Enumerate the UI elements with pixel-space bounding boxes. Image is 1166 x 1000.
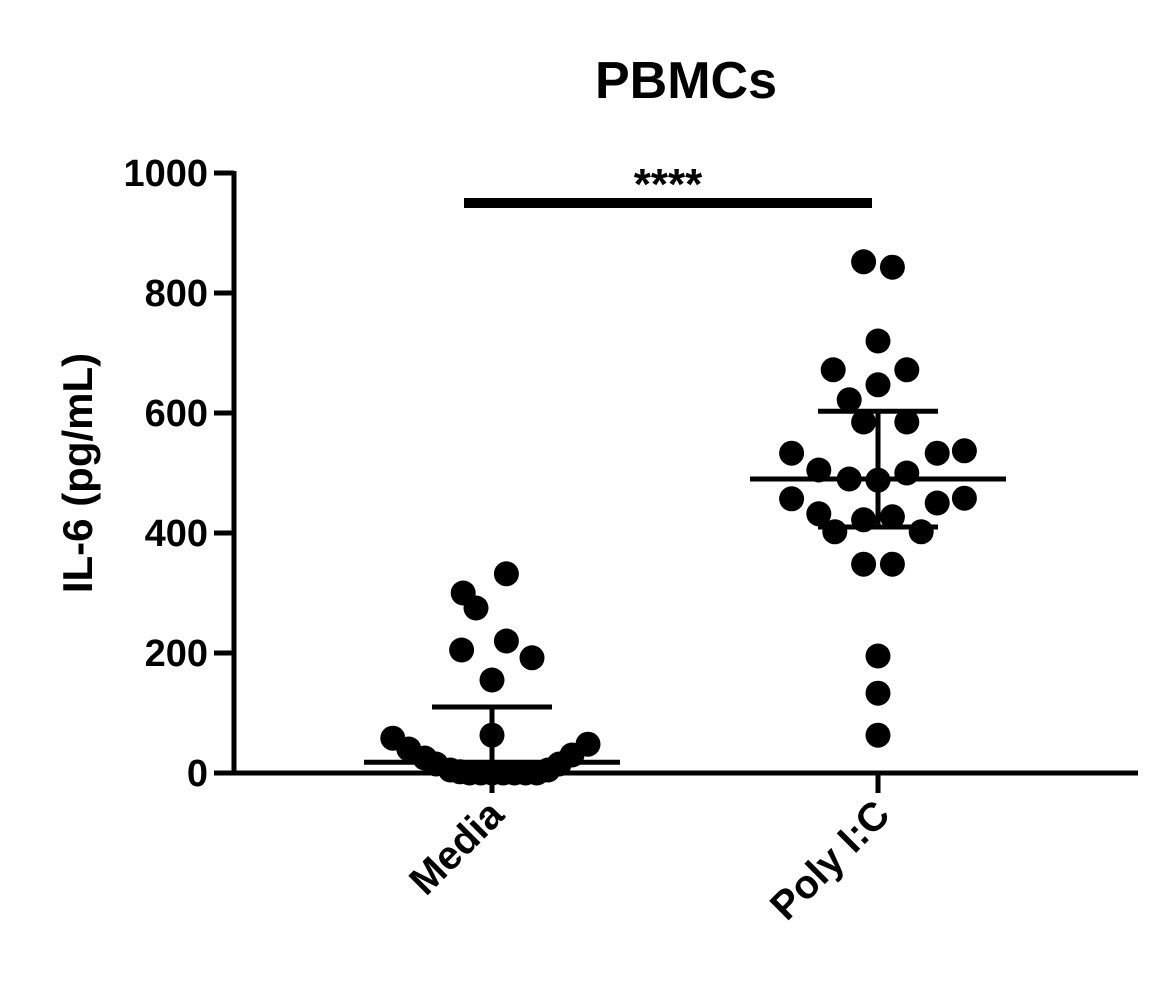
significance-annotation: **** bbox=[464, 160, 872, 209]
data-point bbox=[865, 643, 891, 669]
y-tick-label: 600 bbox=[145, 393, 208, 435]
y-tick-label: 1000 bbox=[123, 153, 208, 195]
x-tick-label-media: Media bbox=[401, 792, 513, 904]
data-point bbox=[908, 519, 934, 545]
x-axis: Media Poly I:C bbox=[232, 770, 1138, 929]
data-point bbox=[493, 561, 519, 587]
data-point bbox=[836, 466, 862, 492]
data-point bbox=[836, 387, 862, 413]
data-point bbox=[806, 457, 832, 483]
data-point bbox=[879, 551, 905, 577]
data-points bbox=[380, 249, 977, 786]
data-point bbox=[822, 519, 848, 545]
data-point bbox=[851, 551, 877, 577]
significance-label: **** bbox=[634, 160, 703, 209]
data-point bbox=[894, 409, 920, 435]
data-point bbox=[463, 595, 489, 621]
data-point bbox=[820, 357, 846, 383]
data-point bbox=[865, 467, 891, 493]
data-point bbox=[879, 254, 905, 280]
data-point bbox=[479, 722, 505, 748]
data-point bbox=[493, 628, 519, 654]
data-point bbox=[851, 249, 877, 275]
data-point bbox=[779, 440, 805, 466]
data-point bbox=[575, 731, 601, 757]
data-point bbox=[951, 438, 977, 464]
y-axis: 0 200 400 600 800 1000 bbox=[123, 153, 237, 795]
data-point bbox=[865, 328, 891, 354]
chart-title: PBMCs bbox=[595, 52, 777, 110]
data-point bbox=[879, 504, 905, 530]
data-point bbox=[865, 372, 891, 398]
y-axis-label: IL-6 (pg/mL) bbox=[54, 353, 101, 593]
data-point bbox=[865, 680, 891, 706]
data-point bbox=[894, 460, 920, 486]
data-point bbox=[924, 490, 950, 516]
data-point bbox=[894, 357, 920, 383]
y-tick-label: 200 bbox=[145, 633, 208, 675]
y-tick-label: 400 bbox=[145, 513, 208, 555]
data-point bbox=[924, 440, 950, 466]
data-point bbox=[519, 645, 545, 671]
y-tick-label: 800 bbox=[145, 273, 208, 315]
data-point bbox=[806, 501, 832, 527]
data-point bbox=[779, 486, 805, 512]
data-point bbox=[865, 722, 891, 748]
data-point bbox=[951, 485, 977, 511]
y-tick-label: 0 bbox=[187, 753, 208, 795]
data-point bbox=[851, 507, 877, 533]
data-point bbox=[479, 667, 505, 693]
x-tick-label-poly-i-c: Poly I:C bbox=[762, 792, 898, 928]
data-point bbox=[449, 637, 475, 663]
data-point bbox=[851, 409, 877, 435]
